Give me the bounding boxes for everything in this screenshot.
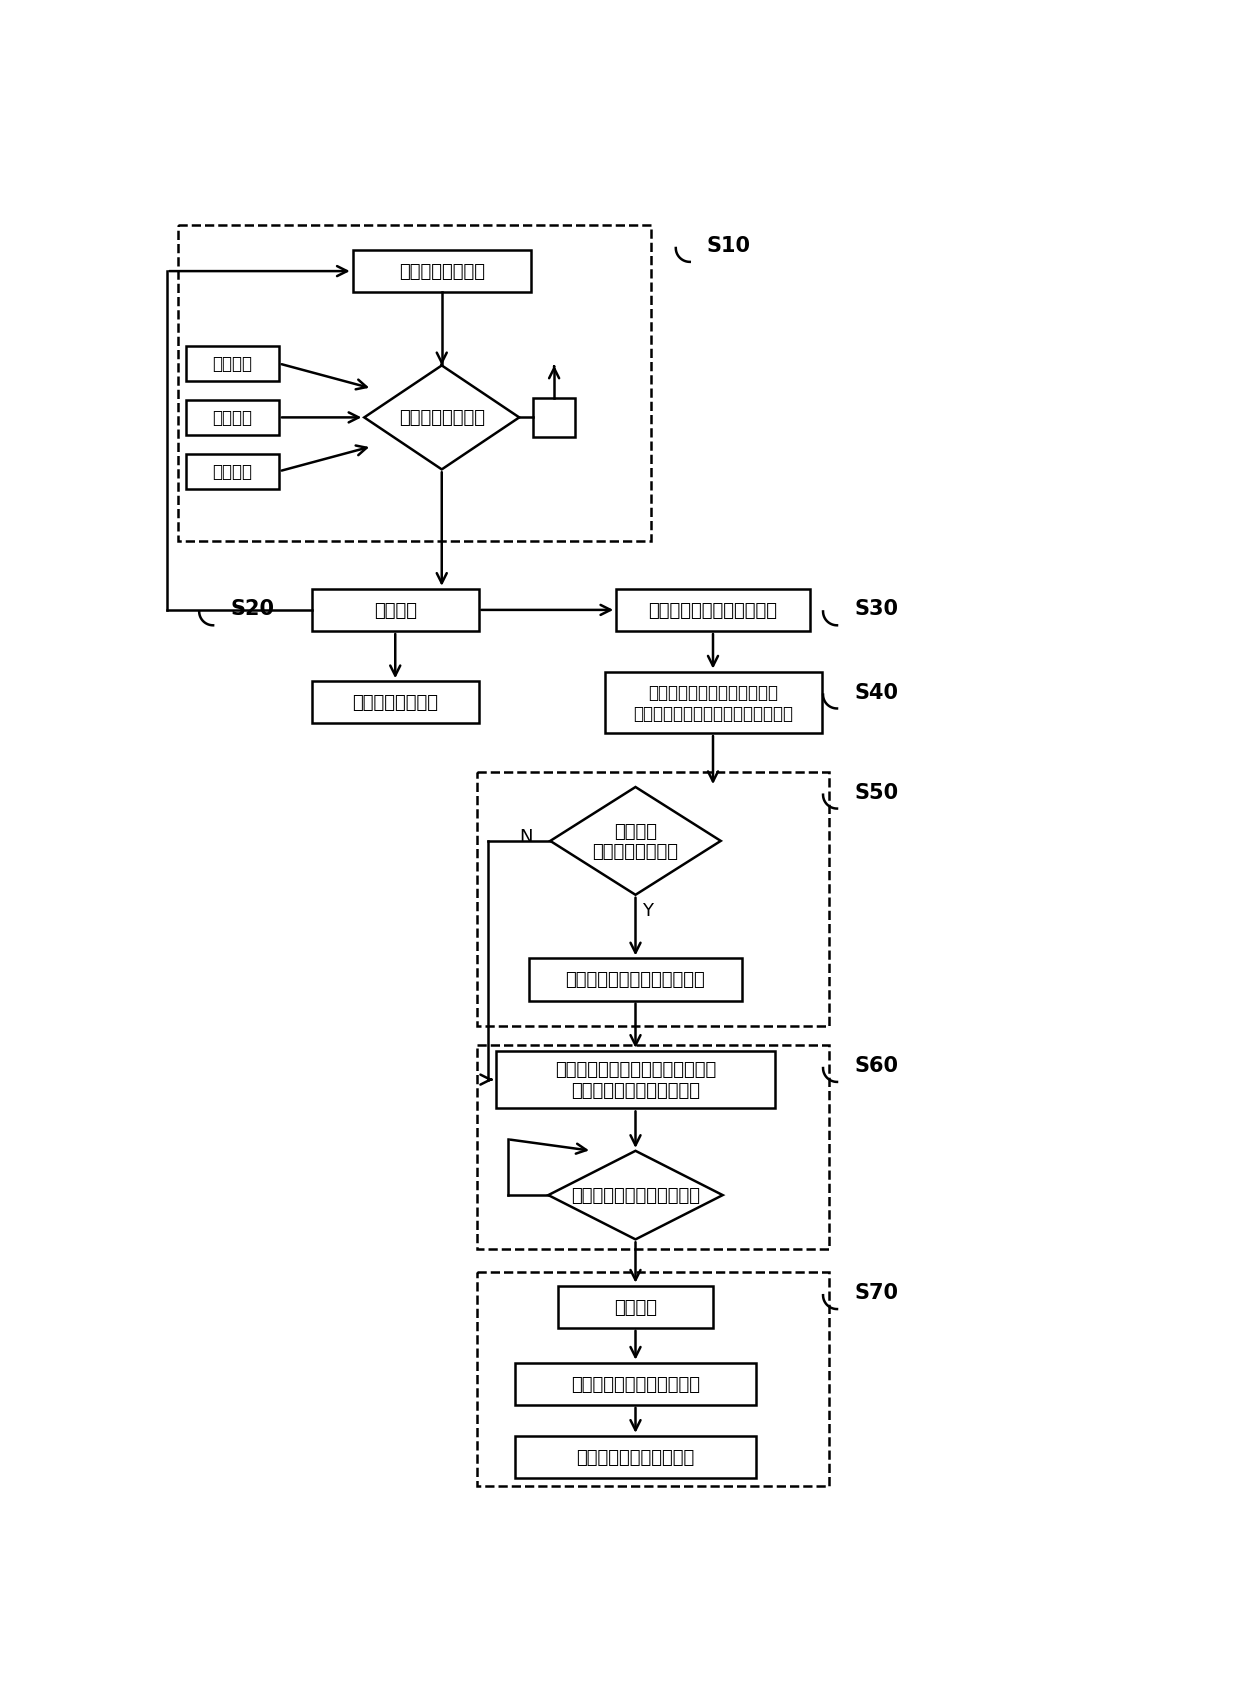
Text: S40: S40 xyxy=(854,682,898,703)
Text: 触控唤醒: 触控唤醒 xyxy=(212,355,253,373)
Text: 将结果返回上层应用程序: 将结果返回上层应用程序 xyxy=(577,1447,694,1466)
Text: 触控面板接收到指纹按压后，
将指纹引导图标变成纯色并保持亮度: 触控面板接收到指纹按压后， 将指纹引导图标变成纯色并保持亮度 xyxy=(632,684,794,723)
Text: 手机处于休眠状态: 手机处于休眠状态 xyxy=(399,263,485,280)
Polygon shape xyxy=(548,1152,723,1240)
Text: 识别模组
是否处于休眠状态: 识别模组 是否处于休眠状态 xyxy=(593,823,678,861)
FancyBboxPatch shape xyxy=(186,346,279,382)
FancyBboxPatch shape xyxy=(605,672,821,733)
FancyBboxPatch shape xyxy=(533,399,575,437)
Text: 图像传输: 图像传输 xyxy=(614,1297,657,1316)
Text: Y: Y xyxy=(642,902,652,919)
Text: 触控面板显示指纹引导图标: 触控面板显示指纹引导图标 xyxy=(649,601,777,620)
FancyBboxPatch shape xyxy=(516,1363,755,1405)
Text: 协作唤醒: 协作唤醒 xyxy=(212,463,253,481)
Text: S70: S70 xyxy=(854,1282,898,1302)
Text: 手机唤醒: 手机唤醒 xyxy=(373,601,417,620)
Text: S10: S10 xyxy=(707,236,750,255)
Text: S50: S50 xyxy=(854,782,898,802)
FancyBboxPatch shape xyxy=(312,589,479,632)
Text: 运动唤醒: 运动唤醒 xyxy=(212,409,253,427)
Text: S60: S60 xyxy=(854,1056,898,1076)
Polygon shape xyxy=(365,367,520,470)
Polygon shape xyxy=(551,787,720,895)
Text: 移动终端其他操作: 移动终端其他操作 xyxy=(352,694,438,711)
FancyBboxPatch shape xyxy=(312,682,479,725)
FancyBboxPatch shape xyxy=(186,400,279,436)
Text: N: N xyxy=(520,828,533,846)
Text: 手机中控向识别模组发送采集指令
识别模组进行指纹图像采集: 手机中控向识别模组发送采集指令 识别模组进行指纹图像采集 xyxy=(554,1061,717,1100)
FancyBboxPatch shape xyxy=(558,1285,713,1328)
FancyBboxPatch shape xyxy=(529,959,742,1002)
Text: 通过识别算法进行指纹识别: 通过识别算法进行指纹识别 xyxy=(570,1375,701,1393)
Text: 等待识别模组准备交互工作: 等待识别模组准备交互工作 xyxy=(570,1186,701,1204)
Text: 唤醒处于休眠状态的识别模组: 唤醒处于休眠状态的识别模组 xyxy=(565,971,706,990)
FancyBboxPatch shape xyxy=(616,589,810,632)
Text: S30: S30 xyxy=(854,600,898,618)
Text: 等待休眠唤醒事件: 等待休眠唤醒事件 xyxy=(399,409,485,427)
Text: S20: S20 xyxy=(231,600,274,618)
FancyBboxPatch shape xyxy=(186,454,279,490)
FancyBboxPatch shape xyxy=(496,1051,775,1108)
FancyBboxPatch shape xyxy=(352,250,531,294)
FancyBboxPatch shape xyxy=(516,1436,755,1478)
